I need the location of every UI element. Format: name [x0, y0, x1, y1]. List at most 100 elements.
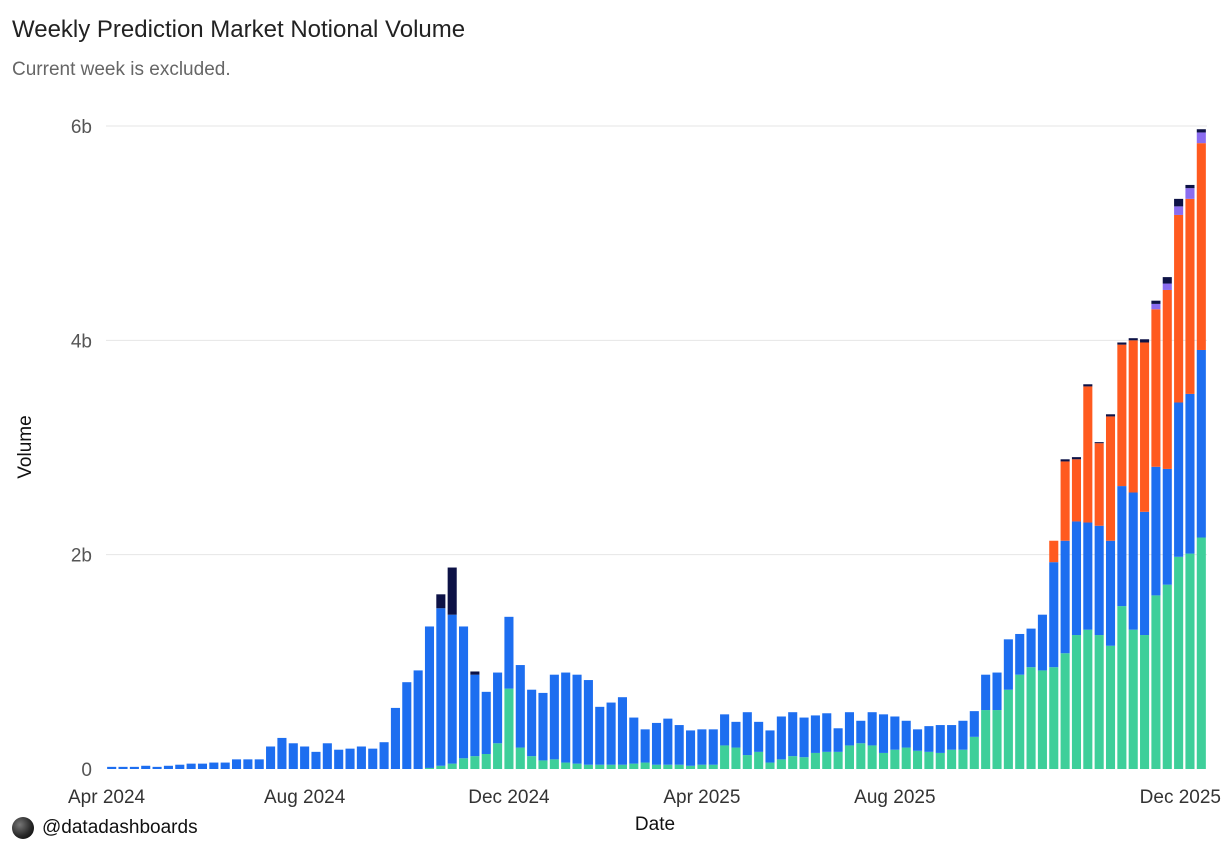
bar-segment — [527, 689, 537, 757]
bar-segment — [799, 757, 809, 769]
bar-segment — [459, 758, 469, 769]
bar-segment — [1083, 629, 1093, 769]
bar-segment — [277, 737, 287, 769]
bar-segment — [1185, 198, 1195, 394]
bar-segment — [481, 691, 491, 754]
bar-segment — [470, 674, 480, 757]
bar-segment — [447, 567, 457, 615]
bar-segment — [1128, 338, 1138, 341]
bar-segment — [674, 725, 684, 765]
bar-segment — [379, 742, 389, 769]
bar-segment — [833, 751, 843, 769]
bar-segment — [243, 759, 253, 769]
x-tick-label: Aug 2024 — [264, 787, 346, 808]
bar-segment — [447, 763, 457, 769]
bar-segment — [322, 743, 332, 769]
bar-segment — [720, 745, 730, 769]
bar-segment — [708, 764, 718, 769]
y-tick-label: 0 — [81, 760, 92, 781]
bar-segment — [992, 710, 1002, 769]
bar-segment — [538, 692, 548, 761]
bar-segment — [924, 726, 934, 752]
bar-segment — [1026, 628, 1036, 668]
bar-segment — [583, 764, 593, 769]
bar-segment — [720, 714, 730, 746]
bar-segment — [1151, 309, 1161, 467]
bar-segment — [788, 712, 798, 757]
bar-segment — [765, 762, 775, 769]
bar-segment — [538, 760, 548, 769]
bar-segment — [345, 748, 355, 769]
bar-segment — [209, 762, 219, 769]
bar-segment — [1196, 143, 1206, 350]
bar-segment — [606, 702, 616, 765]
bar-segment — [549, 759, 559, 769]
bar-segment — [935, 752, 945, 769]
grid-lines — [106, 125, 1207, 556]
x-tick-label: Aug 2025 — [854, 787, 935, 808]
bar-segment — [515, 747, 525, 769]
bar-segment — [663, 718, 673, 765]
bar-segment — [197, 763, 208, 769]
bar-segment — [901, 720, 911, 748]
bar-segment — [1185, 188, 1195, 199]
bar-segment — [1196, 129, 1206, 133]
bar-segment — [1140, 342, 1150, 512]
bar-segment — [651, 722, 662, 765]
bar-segment — [1128, 340, 1138, 493]
bar-segment — [1162, 468, 1172, 585]
bar-segment — [447, 614, 457, 764]
bar-segment — [992, 672, 1002, 711]
bar-segment — [436, 765, 446, 769]
bar-segment — [1117, 342, 1127, 345]
bar-segment — [1060, 653, 1070, 769]
bar-segment — [107, 766, 117, 769]
bar-segment — [436, 608, 446, 766]
bar-segment — [754, 721, 764, 752]
bar-segment — [334, 749, 344, 769]
pen-nib-logo-icon — [12, 817, 34, 839]
bar-segment — [549, 674, 559, 760]
bar-segment — [799, 717, 809, 758]
bar-segment — [1060, 461, 1070, 541]
bar-segment — [1060, 459, 1070, 462]
bar-segment — [402, 682, 412, 769]
y-tick-label: 4b — [71, 331, 92, 352]
bar-segment — [1174, 402, 1184, 557]
bar-segment — [810, 715, 820, 753]
bar-segment — [1185, 184, 1195, 189]
bar-segment — [311, 751, 321, 769]
bar-segment — [844, 745, 854, 769]
bar-segment — [561, 762, 571, 769]
bar-segment — [947, 725, 957, 750]
bar-segment — [1174, 556, 1184, 769]
bar-segment — [175, 764, 185, 769]
bar-segment — [1128, 492, 1138, 630]
bar-segment — [1015, 633, 1025, 675]
x-tick-label: Dec 2025 — [1140, 787, 1221, 808]
bar-segment — [1128, 629, 1138, 769]
bar-segment — [1083, 384, 1093, 387]
bar-segment — [1094, 442, 1104, 444]
bar-segment — [1162, 289, 1172, 469]
bar-segment — [788, 756, 798, 769]
bar-segment — [1174, 206, 1184, 215]
bar-segment — [935, 725, 945, 753]
bar-segment — [1049, 562, 1059, 668]
bar-segment — [1105, 414, 1116, 417]
bar-segment — [651, 764, 662, 769]
y-tick-label: 6b — [71, 117, 92, 138]
bar-segment — [1003, 689, 1013, 769]
bar-segment — [1037, 670, 1047, 769]
bar-segment — [731, 747, 741, 769]
bar-segment — [686, 730, 696, 766]
bar-segment — [1083, 386, 1093, 523]
bar-segment — [300, 746, 310, 769]
bar-segment — [1049, 667, 1059, 769]
bar-segment — [1071, 457, 1082, 460]
bar-segment — [356, 746, 366, 769]
bar-segment — [663, 764, 673, 769]
bar-segment — [424, 626, 435, 768]
bar-segment — [686, 765, 696, 769]
bar-segment — [878, 714, 889, 753]
